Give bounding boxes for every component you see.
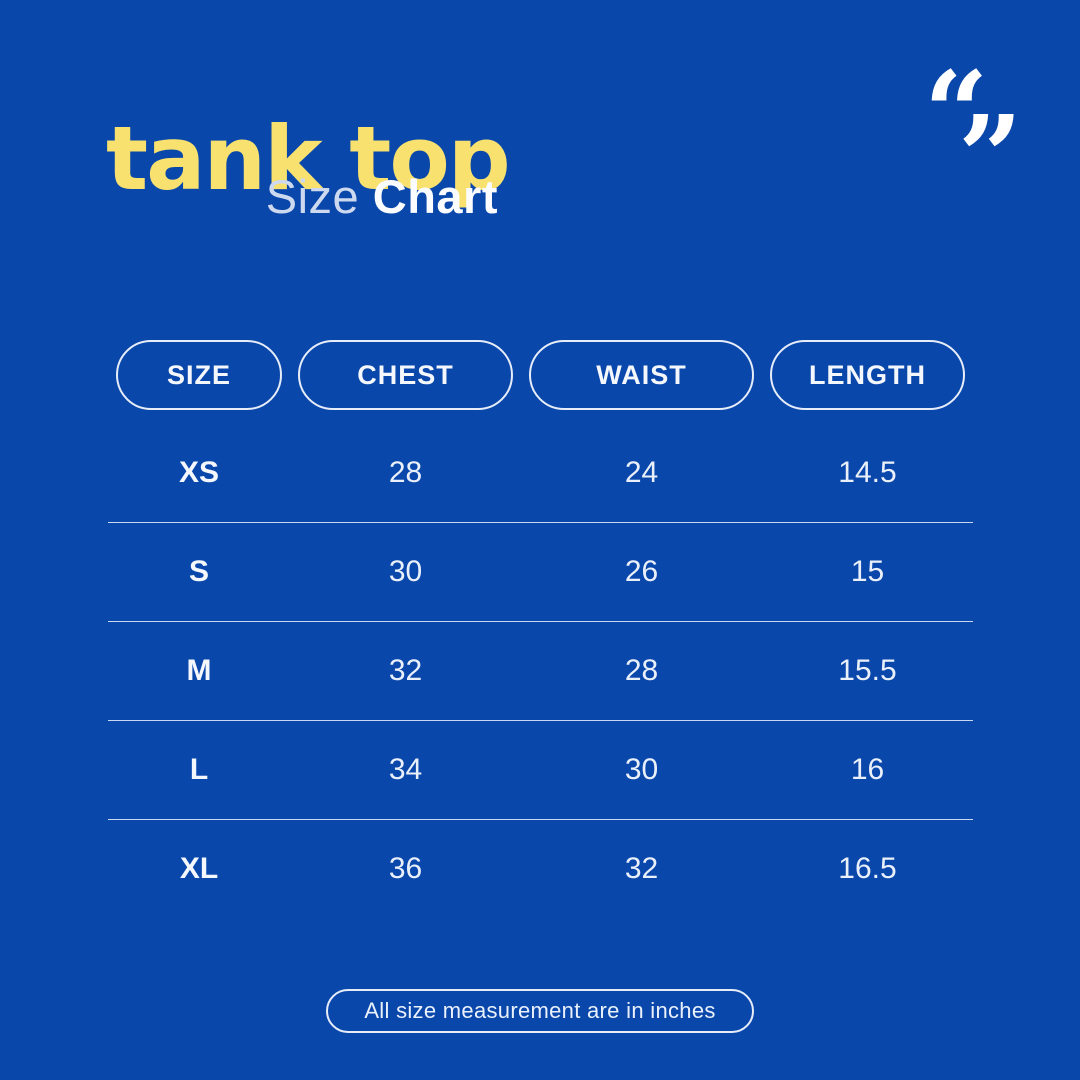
- size-cell: L: [189, 753, 209, 786]
- length-cell: 14.5: [838, 456, 897, 489]
- length-cell: 16.5: [838, 852, 897, 885]
- quote-icon: “ ”: [924, 48, 1034, 214]
- size-cell: XS: [178, 456, 220, 489]
- waist-cell: 26: [624, 555, 659, 588]
- chest-cell: 30: [388, 555, 423, 588]
- subtitle-bold-text: Chart: [372, 170, 498, 223]
- column-header-waist: WAIST: [529, 340, 754, 410]
- close-quote-icon: ”: [958, 92, 1023, 223]
- open-quote-icon: “: [924, 48, 989, 179]
- size-cell: S: [188, 555, 209, 588]
- footer-note-pill: All size measurement are in inches: [326, 989, 754, 1033]
- waist-cell: 30: [624, 753, 659, 786]
- length-cell: 16: [850, 753, 885, 786]
- column-header-size: SIZE: [116, 340, 282, 410]
- table-body: XS 28 24 14.5 S 30 26 15 M 32 28 15.5 L …: [108, 424, 973, 918]
- length-cell: 15: [850, 555, 885, 588]
- column-header-chest: CHEST: [298, 340, 513, 410]
- table-row: XL 36 32 16.5: [108, 820, 973, 918]
- length-cell: 15.5: [838, 654, 897, 687]
- footer-note: All size measurement are in inches: [364, 998, 716, 1023]
- chest-cell: 36: [388, 852, 423, 885]
- chest-cell: 28: [388, 456, 423, 489]
- table-header-row: SIZE CHEST WAIST LENGTH: [108, 340, 973, 410]
- page-subtitle: Size Chart: [110, 170, 498, 224]
- subtitle-light-text: Size: [265, 170, 360, 223]
- waist-cell: 24: [624, 456, 659, 489]
- chest-cell: 34: [388, 753, 423, 786]
- size-table: SIZE CHEST WAIST LENGTH XS 28 24 14.5 S …: [108, 340, 973, 918]
- size-cell: M: [186, 654, 212, 687]
- waist-cell: 32: [624, 852, 659, 885]
- table-row: S 30 26 15: [108, 523, 973, 622]
- table-row: L 34 30 16: [108, 721, 973, 820]
- waist-cell: 28: [624, 654, 659, 687]
- size-cell: XL: [179, 852, 219, 885]
- chest-cell: 32: [388, 654, 423, 687]
- column-header-length: LENGTH: [770, 340, 965, 410]
- table-row: M 32 28 15.5: [108, 622, 973, 721]
- page-title: tank top: [106, 106, 511, 210]
- table-row: XS 28 24 14.5: [108, 424, 973, 523]
